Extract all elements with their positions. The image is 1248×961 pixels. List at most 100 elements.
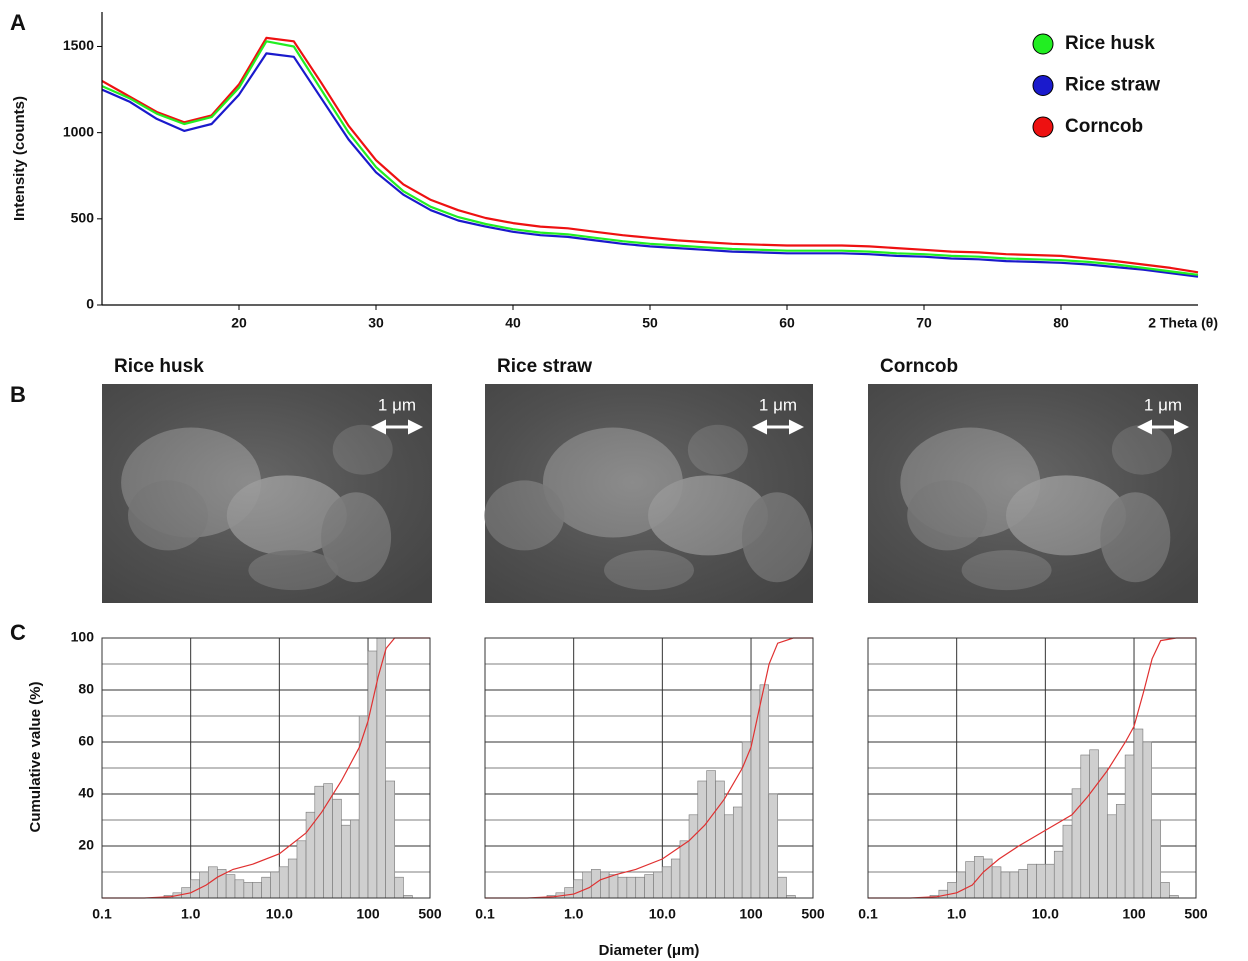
legend-marker (1032, 33, 1054, 55)
legend-marker (1032, 75, 1054, 96)
xrd-line (101, 36, 1199, 274)
histogram-bar (759, 684, 769, 899)
x-axis-label: 2 Theta (θ) (1148, 315, 1218, 331)
legend-label: Rice straw (1065, 75, 1160, 96)
histogram-bar (688, 814, 699, 899)
x-tick-label: 1.0 (181, 906, 201, 922)
histogram-bar (582, 871, 592, 899)
histogram-bar (750, 689, 761, 899)
histogram-bar (314, 785, 324, 899)
histogram-bar (1107, 814, 1117, 899)
x-axis-label: Diameter (μm) (599, 942, 700, 959)
histogram-bar (349, 819, 360, 899)
histogram-bar (341, 824, 351, 899)
histogram-bar (1133, 728, 1144, 899)
y-tick-label: 40 (78, 785, 94, 801)
histogram-bar (1062, 824, 1073, 899)
x-tick-label: 0.1 (92, 906, 112, 922)
histogram-bar (234, 879, 245, 899)
histogram-bar (1160, 882, 1170, 899)
x-tick-label: 10.0 (1032, 906, 1059, 922)
histogram-bar (573, 879, 583, 899)
sem-shade (102, 384, 432, 603)
histogram-bar (1009, 871, 1020, 899)
histogram-bar (608, 874, 619, 899)
panel-label: B (10, 382, 26, 407)
y-axis-label: Cumulative value (%) (27, 682, 44, 833)
histogram-bar (1115, 804, 1126, 899)
sem-title: Rice husk (114, 356, 204, 377)
histogram-bar (287, 858, 298, 899)
cumulative-line (868, 637, 1196, 899)
histogram-bar (965, 861, 975, 899)
plot-frame (484, 637, 814, 899)
histogram-bar (332, 798, 342, 899)
sem-title: Corncob (880, 356, 958, 377)
histogram-bar (1071, 788, 1082, 899)
x-tick-label: 30 (368, 315, 384, 331)
x-tick-label: 70 (916, 315, 932, 331)
x-tick-label: 10.0 (266, 906, 293, 922)
x-tick-label: 1.0 (947, 906, 967, 922)
cumulative-line (485, 637, 813, 899)
histogram-bar (296, 840, 307, 899)
sem-title: Rice straw (497, 356, 592, 377)
histogram-bar (1089, 749, 1099, 899)
histogram-bar (225, 874, 236, 899)
histogram-bar (983, 858, 993, 899)
histogram-bar (1045, 863, 1055, 899)
x-tick-label: 40 (505, 315, 521, 331)
histogram-bar (252, 882, 262, 899)
histogram-bar (1053, 850, 1064, 899)
histogram-bar (670, 858, 681, 899)
histogram-bar (626, 876, 637, 899)
histogram-bar (261, 876, 271, 899)
histogram-bar (947, 882, 957, 899)
histogram-bar (679, 840, 690, 899)
x-tick-label: 80 (1053, 315, 1069, 331)
panel-label: A (10, 10, 26, 35)
histogram-bar (635, 876, 645, 899)
x-tick-label: 1.0 (564, 906, 584, 922)
plot-frame (101, 637, 431, 899)
y-axis-label: Intensity (counts) (11, 96, 28, 221)
histogram-bar (270, 871, 280, 899)
xrd-line (101, 40, 1199, 276)
y-tick-label: 100 (71, 629, 95, 645)
plot-frame (867, 637, 1197, 899)
histogram-bar (1124, 754, 1135, 899)
x-tick-label: 50 (642, 315, 658, 331)
histogram-bar (600, 871, 610, 899)
x-tick-label: 100 (1122, 906, 1146, 922)
histogram-bar (706, 770, 716, 899)
histogram-bar (1098, 767, 1108, 899)
y-tick-label: 0 (86, 296, 94, 312)
cumulative-line (102, 637, 430, 899)
legend-label: Rice husk (1065, 33, 1155, 54)
histogram-bar (243, 882, 254, 899)
histogram-bar (768, 793, 779, 899)
x-tick-label: 100 (356, 906, 380, 922)
histogram-bar (305, 811, 316, 899)
x-tick-label: 500 (801, 906, 825, 922)
histogram-bar (662, 866, 672, 899)
histogram-bar (715, 780, 725, 899)
y-tick-label: 60 (78, 733, 94, 749)
histogram-bar (1080, 754, 1090, 899)
histogram-bar (777, 876, 787, 899)
histogram-bar (1027, 863, 1037, 899)
y-tick-label: 500 (71, 210, 95, 226)
x-tick-label: 60 (779, 315, 795, 331)
x-tick-label: 100 (739, 906, 763, 922)
scale-bar-label: 1 μm (378, 395, 416, 414)
histogram-bar (1142, 741, 1152, 899)
sem-shade (868, 384, 1198, 603)
histogram-bar (323, 783, 333, 899)
histogram-bar (956, 871, 966, 899)
y-tick-label: 80 (78, 681, 94, 697)
histogram-bar (1036, 863, 1046, 899)
y-tick-label: 20 (78, 837, 94, 853)
histogram-bar (564, 887, 574, 899)
histogram-bar (991, 866, 1002, 899)
histogram-bar (724, 814, 734, 899)
